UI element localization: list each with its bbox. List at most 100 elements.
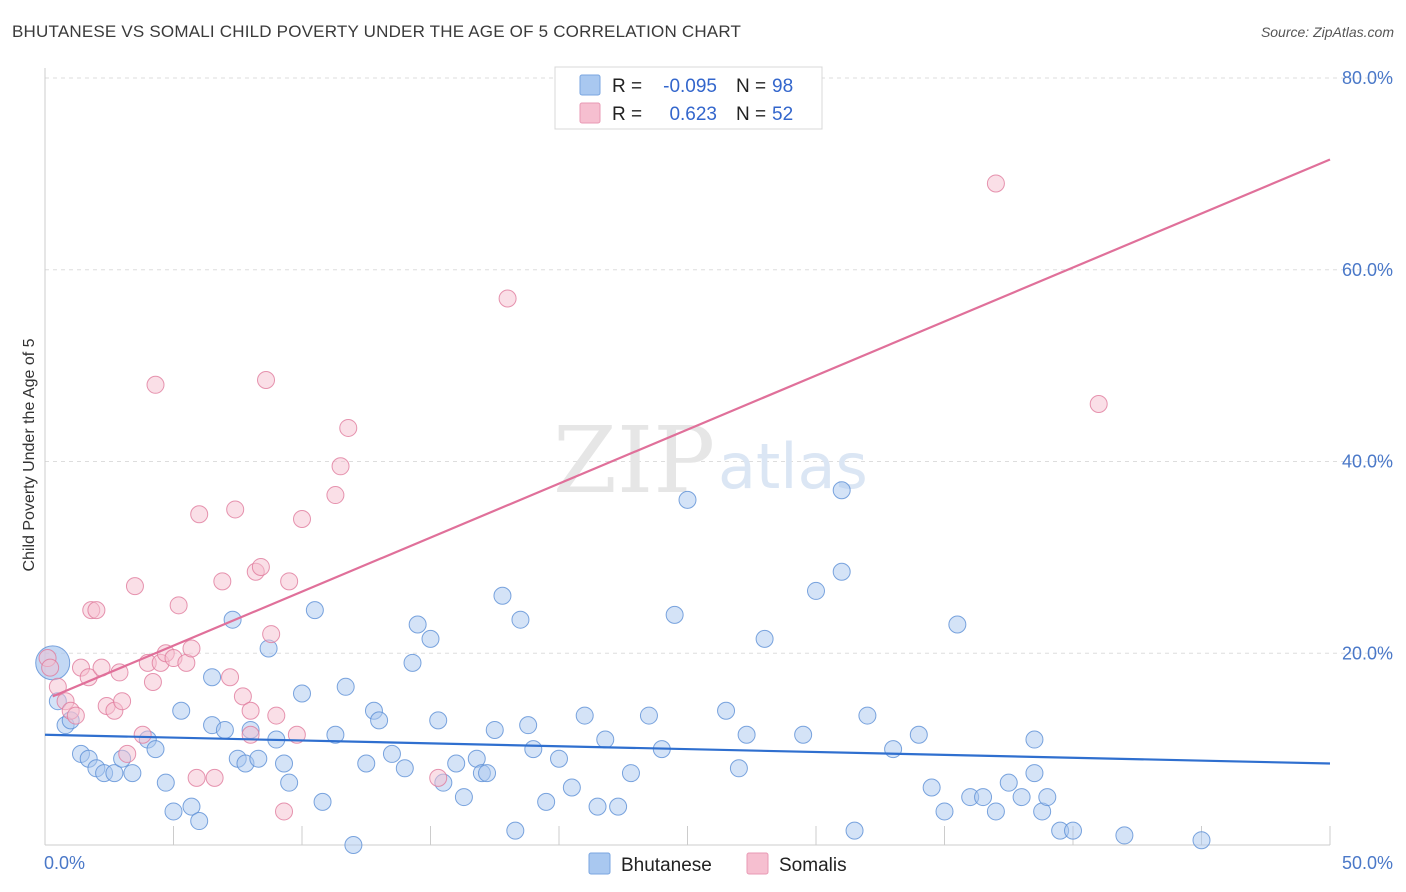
data-point [858,706,877,725]
data-point [403,653,422,672]
data-point [293,510,311,529]
data-point [609,797,628,816]
data-point [182,797,201,816]
trend-lines [44,158,1331,765]
data-point [123,764,142,783]
data-point [241,701,260,720]
data-point [454,788,473,807]
data-point [562,778,581,797]
data-point [336,677,355,696]
data-point [118,744,137,763]
data-point [382,744,401,763]
data-point [357,754,376,773]
x-tick-label: 0.0% [44,853,85,873]
data-point [395,759,414,778]
data-point [125,577,144,596]
legend-n-value: 52 [772,104,793,125]
data-point [280,773,299,792]
x-tick-labels: 0.0% 50.0% [44,853,1393,873]
data-point [1025,764,1044,783]
data-point [665,605,684,624]
data-point [999,773,1018,792]
data-point [370,711,389,730]
data-point [408,615,427,634]
data-point [1089,394,1108,413]
data-point [447,754,466,773]
data-point [948,615,967,634]
data-point [87,601,106,620]
data-point [493,586,512,605]
data-point [537,792,556,811]
data-point [832,481,851,500]
data-point [1038,788,1057,807]
data-point [575,706,594,725]
data-point [1115,826,1134,845]
data-point [66,706,85,725]
data-point [429,711,448,730]
y-tick-label: 40.0% [1342,452,1393,472]
data-point [267,706,286,725]
data-point [105,764,124,783]
legend-r-value: 0.623 [669,104,717,125]
data-point [344,836,363,854]
data-point [832,562,851,581]
data-point [1064,821,1082,840]
y-axis-label: Child Poverty Under the Age of 5 [21,338,38,571]
data-point [133,725,152,744]
data-point [251,557,270,576]
data-point [203,668,222,687]
data-point [1012,788,1031,807]
data-point [524,740,543,759]
data-point [639,706,658,725]
gridlines [45,77,1392,654]
data-point [909,725,928,744]
data-point [226,500,245,519]
data-point [280,572,299,591]
y-tick-label: 60.0% [1342,260,1393,280]
data-point [498,289,517,308]
data-point [678,490,697,509]
bottom-legend-somalis: Somalis [779,855,847,876]
data-point [596,730,615,749]
trend-line [44,733,1331,765]
y-tick-labels: 20.0% 40.0% 60.0% 80.0% [1342,68,1393,663]
bottom-legend-bhutanese: Bhutanese [621,855,712,876]
data-point [935,802,954,821]
legend-swatch-bhutanese [579,74,601,96]
data-point [884,740,903,759]
data-point [275,802,294,821]
data-point [755,629,774,648]
data-point [519,716,538,735]
chart-title: BHUTANESE VS SOMALI CHILD POVERTY UNDER … [12,22,742,41]
bottom-legend-swatch-bhutanese [588,852,611,875]
data-point [1025,730,1044,749]
data-point [205,768,224,787]
data-point [313,792,332,811]
data-point [478,764,497,783]
data-point [339,418,358,437]
data-point [986,802,1005,821]
data-point [233,687,252,706]
legend-r-label: R = [612,104,642,125]
data-point [974,788,993,807]
data-point [182,639,201,658]
data-point [215,720,234,739]
data-point [421,629,440,648]
series-somalis-points [38,174,1108,821]
data-point [190,812,209,831]
data-point [275,754,294,773]
series-bhutanese-points [35,481,1211,854]
data-point [429,768,448,787]
bottom-legend: Bhutanese Somalis [588,852,847,876]
data-point [156,773,175,792]
data-point [588,797,607,816]
data-point [326,486,345,505]
data-point [729,759,748,778]
data-point [794,725,813,744]
data-point [164,802,183,821]
legend-r-value: -0.095 [663,76,717,97]
data-point [717,701,736,720]
x-tick-label: 50.0% [1342,853,1393,873]
data-point [331,457,350,476]
